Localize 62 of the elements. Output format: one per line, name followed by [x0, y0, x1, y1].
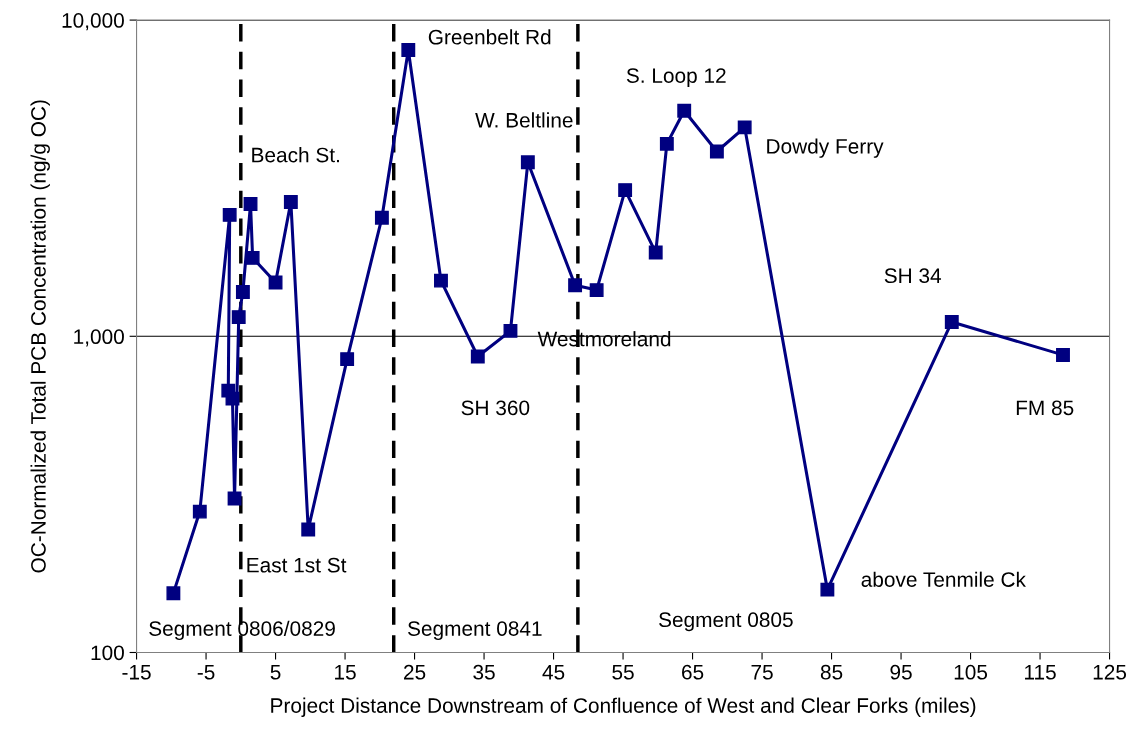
- point: [659, 136, 674, 151]
- x-tick-label: 65: [682, 664, 704, 680]
- point: [166, 586, 181, 601]
- point: [225, 391, 240, 406]
- point: [301, 522, 316, 537]
- annotation: Beach St.: [252, 147, 339, 163]
- point: [618, 183, 633, 198]
- annotation: Segment 0805: [659, 612, 793, 632]
- point: [268, 275, 283, 290]
- point: [709, 144, 724, 159]
- point: [222, 207, 237, 222]
- point: [283, 194, 298, 209]
- y-tick-label: 10,000: [62, 13, 124, 31]
- point: [401, 43, 416, 57]
- annotation: East 1st St: [247, 557, 347, 573]
- point: [820, 582, 835, 597]
- point: [737, 120, 752, 135]
- annotation: W. Beltline: [475, 112, 573, 128]
- point: [340, 352, 355, 367]
- x-tick-label: 85: [820, 664, 843, 680]
- annotation: above Tenmile Ck: [861, 571, 1026, 587]
- point: [235, 285, 250, 300]
- annotation: S. Loop 12: [626, 68, 726, 88]
- x-tick-label: 45: [542, 665, 565, 680]
- x-tick-label: 115: [1025, 665, 1056, 680]
- x-tick-label: 105: [954, 664, 988, 680]
- annotation: SH 34: [884, 268, 942, 284]
- point: [192, 504, 207, 519]
- point: [231, 310, 246, 325]
- point: [944, 315, 959, 329]
- x-tick-label: 75: [751, 665, 773, 680]
- x-tick-label: -15: [122, 665, 151, 680]
- annotation: SH 360: [461, 400, 530, 416]
- annotation: Dowdy Ferry: [767, 138, 884, 158]
- annotation: Greenbelt Rd: [428, 29, 551, 45]
- point: [243, 197, 258, 211]
- point: [568, 278, 583, 293]
- annotation: FM 85: [1016, 400, 1074, 416]
- x-tick-label: -5: [197, 665, 215, 680]
- x-tick-label: 5: [270, 665, 281, 680]
- x-axis-title: Project Distance Downstream of Confluence of West and Clear Forks (miles): [271, 697, 976, 718]
- annotation: Segment 0841: [408, 621, 542, 641]
- point: [434, 273, 448, 288]
- point: [648, 245, 663, 260]
- x-tick-label: 25: [404, 664, 426, 680]
- x-tick-label: 95: [890, 664, 912, 680]
- y-tick-label: 1,000: [74, 329, 124, 347]
- point: [1056, 347, 1070, 362]
- annotation: Segment 0806/0829: [149, 620, 335, 641]
- point: [520, 155, 535, 170]
- point: [503, 323, 518, 338]
- point: [470, 349, 485, 364]
- x-tick-label: 35: [473, 664, 495, 680]
- point: [245, 250, 260, 265]
- point: [677, 103, 692, 118]
- x-tick-label: 55: [612, 665, 634, 680]
- y-tick-label: 100: [91, 645, 124, 661]
- y-axis-title: OC-Normalized Total PCB Concentration (ng/g OC): [30, 100, 50, 573]
- x-tick-label: 15: [335, 665, 356, 680]
- point: [374, 210, 389, 225]
- point: [589, 283, 604, 298]
- x-tick-label: 125: [1093, 664, 1127, 680]
